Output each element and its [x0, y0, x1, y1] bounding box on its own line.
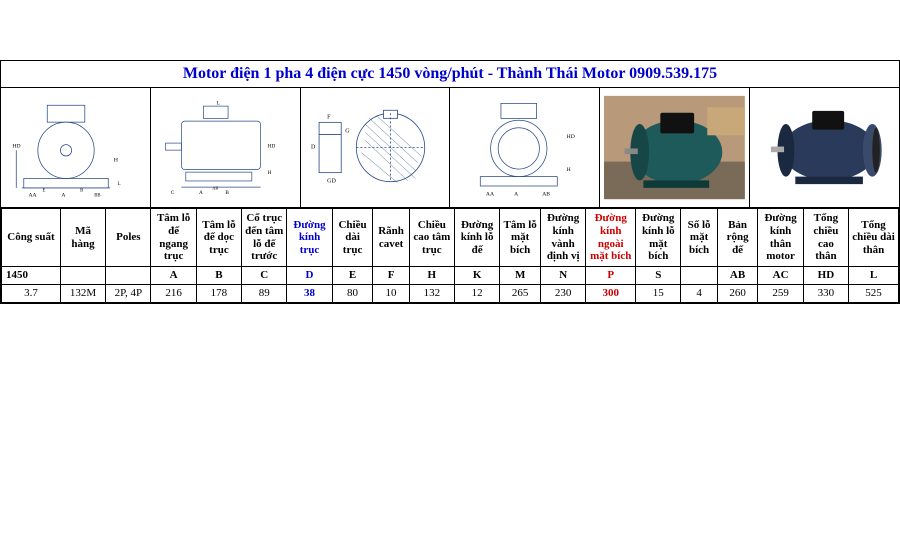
spec-sheet: Motor điện 1 pha 4 điện cực 1450 vòng/ph… — [0, 60, 900, 304]
diagram-rear: A AA AB HD H — [450, 88, 600, 207]
cell: 2P, 4P — [106, 285, 151, 303]
svg-text:BB: BB — [94, 193, 100, 198]
col-code: D — [287, 267, 332, 285]
image-row: A AA HD H E B BB L — [1, 88, 899, 208]
col-header: Tổng chiều dài thân — [849, 209, 899, 267]
table-row: 3.7132M2P, 4P216178893880101321226523030… — [2, 285, 899, 303]
col-header: Đường kính lỗ mặt bích — [636, 209, 681, 267]
col-header: Bản rộng đế — [717, 209, 758, 267]
diagram-shaft: D F G GD — [301, 88, 451, 207]
col-header: Tâm lỗ mặt bích — [500, 209, 541, 267]
col-code: AC — [758, 267, 803, 285]
col-code: N — [541, 267, 586, 285]
col-header: Mã hàng — [60, 209, 105, 267]
cell: 89 — [242, 285, 287, 303]
table-header-descriptions: Công suấtMã hàngPolesTâm lỗ đế ngang trụ… — [2, 209, 899, 267]
svg-text:H: H — [114, 158, 118, 164]
col-header: Đường kính thân motor — [758, 209, 803, 267]
svg-text:HD: HD — [13, 144, 21, 150]
diagram-front: A AA HD H E B BB L — [1, 88, 151, 207]
col-header: Chiều cao tâm trục — [409, 209, 454, 267]
col-code: P — [586, 267, 636, 285]
cell: 132M — [60, 285, 105, 303]
cell: 38 — [287, 285, 332, 303]
svg-text:E: E — [43, 189, 46, 194]
col-code: HD — [803, 267, 848, 285]
cell: 3.7 — [2, 285, 61, 303]
table-header-codes: 1450ABCDEFHKMNPSABACHDL — [2, 267, 899, 285]
svg-text:HD: HD — [267, 144, 275, 150]
svg-text:G: G — [345, 128, 350, 134]
svg-text:AB: AB — [543, 191, 551, 197]
col-header: Đường kính ngoài mặt bích — [586, 209, 636, 267]
col-code: L — [849, 267, 899, 285]
svg-text:H: H — [267, 170, 271, 176]
cell: 300 — [586, 285, 636, 303]
col-code: C — [242, 267, 287, 285]
diagram-side: A B AB C HD H L — [151, 88, 301, 207]
col-code: K — [454, 267, 499, 285]
svg-text:A: A — [61, 192, 66, 198]
col-code: A — [151, 267, 196, 285]
cell: 178 — [196, 285, 241, 303]
page-title: Motor điện 1 pha 4 điện cực 1450 vòng/ph… — [1, 61, 899, 88]
cell: 260 — [717, 285, 758, 303]
col-code: AB — [717, 267, 758, 285]
svg-text:C: C — [171, 190, 175, 196]
cell: 330 — [803, 285, 848, 303]
cell: 230 — [541, 285, 586, 303]
col-code: H — [409, 267, 454, 285]
cell: 12 — [454, 285, 499, 303]
col-code: 1450 — [2, 267, 61, 285]
col-header: Chiều dài trục — [332, 209, 373, 267]
col-header: Tổng chiều cao thân — [803, 209, 848, 267]
svg-text:A: A — [199, 190, 203, 196]
col-code — [681, 267, 717, 285]
svg-text:A: A — [515, 191, 520, 197]
col-code — [60, 267, 105, 285]
svg-text:GD: GD — [327, 179, 336, 185]
col-code: S — [636, 267, 681, 285]
svg-text:B: B — [80, 189, 83, 194]
col-code: F — [373, 267, 409, 285]
col-code: E — [332, 267, 373, 285]
col-header: Tâm lỗ đế ngang trục — [151, 209, 196, 267]
cell: 259 — [758, 285, 803, 303]
col-header: Poles — [106, 209, 151, 267]
col-header: Tâm lỗ đế dọc trục — [196, 209, 241, 267]
cell: 10 — [373, 285, 409, 303]
col-header: Cổ trục đến tâm lỗ đế trước — [242, 209, 287, 267]
cell: 265 — [500, 285, 541, 303]
col-header: Công suất — [2, 209, 61, 267]
svg-text:L: L — [118, 182, 121, 187]
cell: 216 — [151, 285, 196, 303]
col-header: Số lỗ mặt bích — [681, 209, 717, 267]
cell: 525 — [849, 285, 899, 303]
svg-text:L: L — [216, 100, 219, 106]
svg-text:D: D — [311, 145, 316, 151]
svg-text:HD: HD — [567, 134, 575, 140]
svg-text:F: F — [327, 114, 331, 120]
col-header: Đường kính vành định vị — [541, 209, 586, 267]
spec-table: Công suấtMã hàngPolesTâm lỗ đế ngang trụ… — [1, 208, 899, 303]
svg-text:AA: AA — [486, 191, 495, 197]
svg-text:AA: AA — [28, 192, 37, 198]
cell: 15 — [636, 285, 681, 303]
col-code — [106, 267, 151, 285]
motor-photo-navy — [750, 88, 899, 207]
col-header: Rãnh cavet — [373, 209, 409, 267]
col-code: B — [196, 267, 241, 285]
svg-text:B: B — [225, 190, 229, 196]
motor-photo-teal — [600, 88, 750, 207]
cell: 132 — [409, 285, 454, 303]
col-header: Đường kính trục — [287, 209, 332, 267]
svg-text:H: H — [567, 167, 571, 173]
col-code: M — [500, 267, 541, 285]
cell: 80 — [332, 285, 373, 303]
col-header: Đường kính lỗ đế — [454, 209, 499, 267]
cell: 4 — [681, 285, 717, 303]
svg-text:AB: AB — [212, 186, 218, 191]
